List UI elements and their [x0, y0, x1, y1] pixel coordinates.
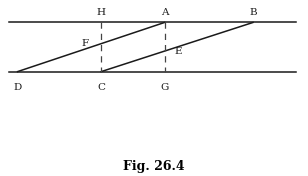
Text: F: F: [81, 39, 88, 48]
Text: Fig. 26.4: Fig. 26.4: [123, 159, 185, 172]
Text: B: B: [249, 8, 257, 17]
Text: E: E: [174, 47, 182, 56]
Text: D: D: [14, 83, 22, 92]
Text: G: G: [160, 83, 169, 92]
Text: A: A: [161, 8, 168, 17]
Text: C: C: [97, 83, 105, 92]
Text: H: H: [97, 8, 106, 17]
